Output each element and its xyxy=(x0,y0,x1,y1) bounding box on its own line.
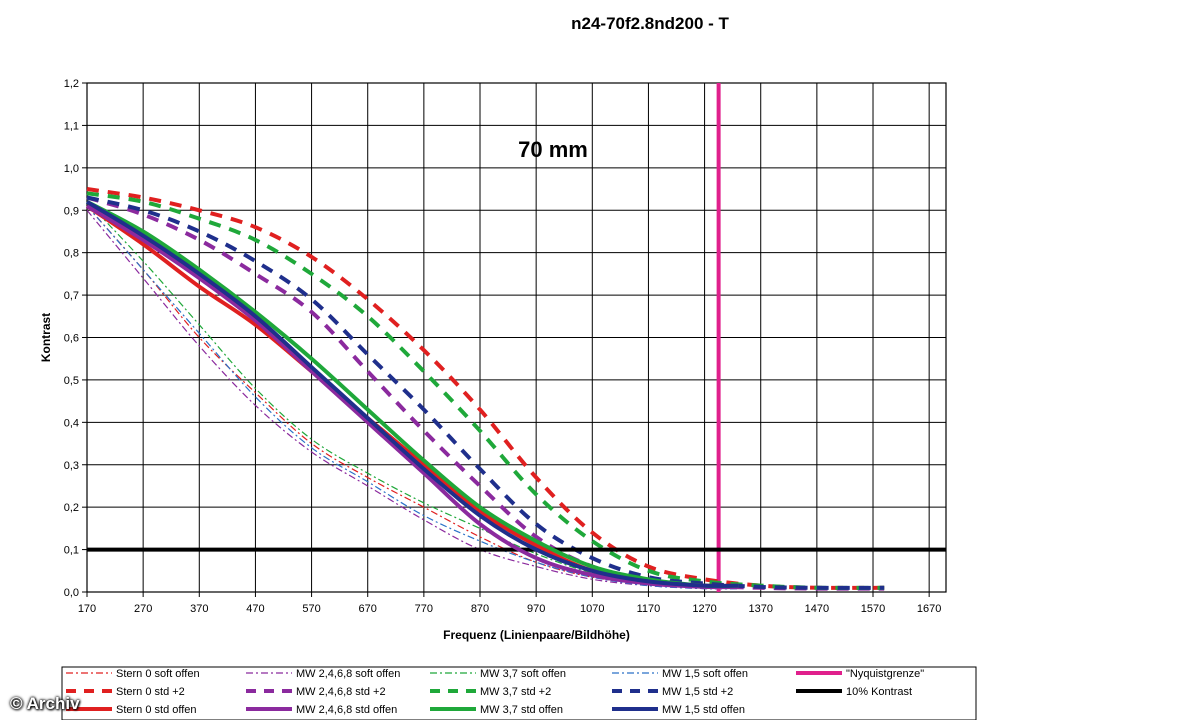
legend-label-mw-2-4-6-8-std-2: MW 2,4,6,8 std +2 xyxy=(296,686,386,698)
x-tick-label: 570 xyxy=(302,603,320,615)
y-tick-label: 0,8 xyxy=(64,248,79,260)
y-tick-label: 1,2 xyxy=(64,78,79,90)
x-tick-label: 1370 xyxy=(748,603,772,615)
legend-label-mw-2-4-6-8-soft-offen: MW 2,4,6,8 soft offen xyxy=(296,668,400,680)
x-tick-label: 1070 xyxy=(580,603,604,615)
x-tick-label: 470 xyxy=(246,603,264,615)
series-line-mw-1-5-std-2 xyxy=(86,195,885,590)
legend-label-nyquistgrenze: "Nyquistgrenze" xyxy=(846,668,924,680)
y-tick-label: 1,0 xyxy=(64,163,79,175)
x-tick-label: 870 xyxy=(471,603,489,615)
legend-label-mw-1-5-soft-offen: MW 1,5 soft offen xyxy=(662,668,748,680)
x-tick-label: 670 xyxy=(359,603,377,615)
y-tick-label: 0,1 xyxy=(64,545,79,557)
series-line-mw-1-5-soft-offen xyxy=(86,205,739,590)
x-tick-label: 970 xyxy=(527,603,545,615)
x-tick-label: 1270 xyxy=(692,603,716,615)
legend-box xyxy=(61,666,977,720)
grid xyxy=(86,82,947,593)
x-tick-label: 170 xyxy=(78,603,96,615)
legend-label-stern-0-std-offen: Stern 0 std offen xyxy=(116,704,197,716)
axes: 170 270 370 470 570 670 770 870 970 1070 1170 1270 1… xyxy=(39,78,941,642)
legend-label-mw-2-4-6-8-std-offen: MW 2,4,6,8 std offen xyxy=(296,704,397,716)
legend-label-mw-1-5-std-offen: MW 1,5 std offen xyxy=(662,704,745,716)
y-tick-label: 0,0 xyxy=(64,587,79,599)
x-tick-label: 770 xyxy=(415,603,433,615)
legend-label-10-kontrast: 10% Kontrast xyxy=(846,686,912,698)
y-tick-label: 0,3 xyxy=(64,460,79,472)
x-tick-label: 1170 xyxy=(637,603,661,615)
legend-label-mw-3-7-soft-offen: MW 3,7 soft offen xyxy=(480,668,566,680)
legend-label-mw-1-5-std-2: MW 1,5 std +2 xyxy=(662,686,733,698)
chart-title: n24-70f2.8nd200 - T xyxy=(571,14,729,33)
x-axis-label: Frequenz (Linienpaare/Bildhöhe) xyxy=(443,628,630,642)
legend: Stern 0 soft offen MW 2,4,6,8 soft offen M… xyxy=(61,666,977,720)
y-tick-label: 0,7 xyxy=(64,290,79,302)
legend-label-mw-3-7-std-2: MW 3,7 std +2 xyxy=(480,686,551,698)
legend-label-mw-3-7-std-offen: MW 3,7 std offen xyxy=(480,704,563,716)
watermark: © Archiv xyxy=(10,694,80,713)
series-line-mw-1-5-std-offen xyxy=(85,200,739,588)
y-tick-label: 0,6 xyxy=(64,333,79,345)
series-line-stern-0-std-2 xyxy=(86,187,885,590)
x-tick-label: 1570 xyxy=(861,603,885,615)
y-axis-label: Kontrast xyxy=(39,313,53,362)
x-tick-label: 1470 xyxy=(805,603,829,615)
x-tick-label: 370 xyxy=(190,603,208,615)
y-tick-label: 0,2 xyxy=(64,502,79,514)
x-tick-label: 270 xyxy=(134,603,152,615)
y-tick-label: 0,4 xyxy=(64,417,79,429)
series-layer xyxy=(85,83,946,592)
series-line-mw-2-4-6-8-std-offen xyxy=(85,204,739,590)
legend-label-stern-0-soft-offen: Stern 0 soft offen xyxy=(116,668,200,680)
x-tick-label: 1670 xyxy=(917,603,941,615)
y-tick-label: 1,1 xyxy=(64,120,79,132)
series-line-mw-3-7-std-offen xyxy=(86,200,739,589)
y-tick-label: 0,9 xyxy=(64,205,79,217)
legend-label-stern-0-std-2: Stern 0 std +2 xyxy=(116,686,185,698)
annotation-focal-length: 70 mm xyxy=(518,137,588,162)
y-tick-label: 0,5 xyxy=(64,375,79,387)
